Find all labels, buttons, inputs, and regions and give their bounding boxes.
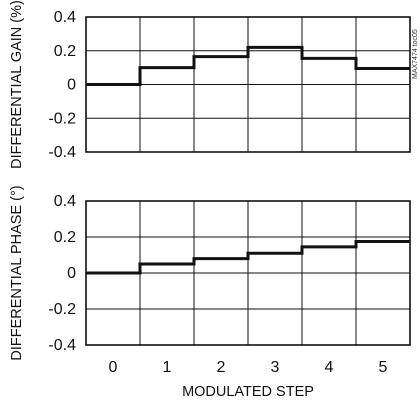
phase-y-axis-label: DIFFERENTIAL PHASE (°): [9, 185, 25, 360]
y-tick-label: 0: [67, 265, 76, 282]
y-tick-label: 0.4: [54, 193, 76, 210]
phase-x-ticks: 0 1 2 3 4 5: [109, 359, 388, 376]
x-tick-label: 2: [217, 359, 226, 376]
x-tick-label: 5: [379, 359, 388, 376]
phase-y-ticks: 0.4 0.2 0 -0.2 -0.4: [48, 193, 76, 354]
gain-watermark: MAX7474 toc05: [412, 29, 419, 79]
y-tick-label: -0.4: [48, 144, 76, 161]
x-axis-label: MODULATED STEP: [182, 384, 314, 400]
phase-step-line: [86, 240, 410, 275]
y-tick-label: -0.2: [48, 301, 76, 318]
gain-step-line: [86, 45, 410, 86]
gain-y-axis-label: DIFFERENTIAL GAIN (%): [9, 0, 25, 169]
x-tick-label: 0: [109, 359, 118, 376]
y-tick-label: -0.2: [48, 110, 76, 127]
gain-y-ticks: 0.4 0.2 0 -0.2 -0.4: [48, 9, 76, 161]
x-tick-label: 3: [271, 359, 280, 376]
y-tick-label: 0.4: [54, 9, 76, 26]
gain-chart-panel: 0.4 0.2 0 -0.2 -0.4 DIFFERENTIAL GAIN (%) MA…: [9, 0, 419, 169]
y-tick-label: -0.4: [48, 337, 76, 354]
x-tick-label: 4: [325, 359, 334, 376]
y-tick-label: 0: [67, 77, 76, 94]
y-tick-label: 0.2: [54, 229, 76, 246]
y-tick-label: 0.2: [54, 43, 76, 60]
phase-chart-panel: 0.4 0.2 0 -0.2 -0.4 0 1 2 3 4 5 DIFFERENTIAL PHAS…: [9, 185, 411, 400]
x-tick-label: 1: [163, 359, 172, 376]
